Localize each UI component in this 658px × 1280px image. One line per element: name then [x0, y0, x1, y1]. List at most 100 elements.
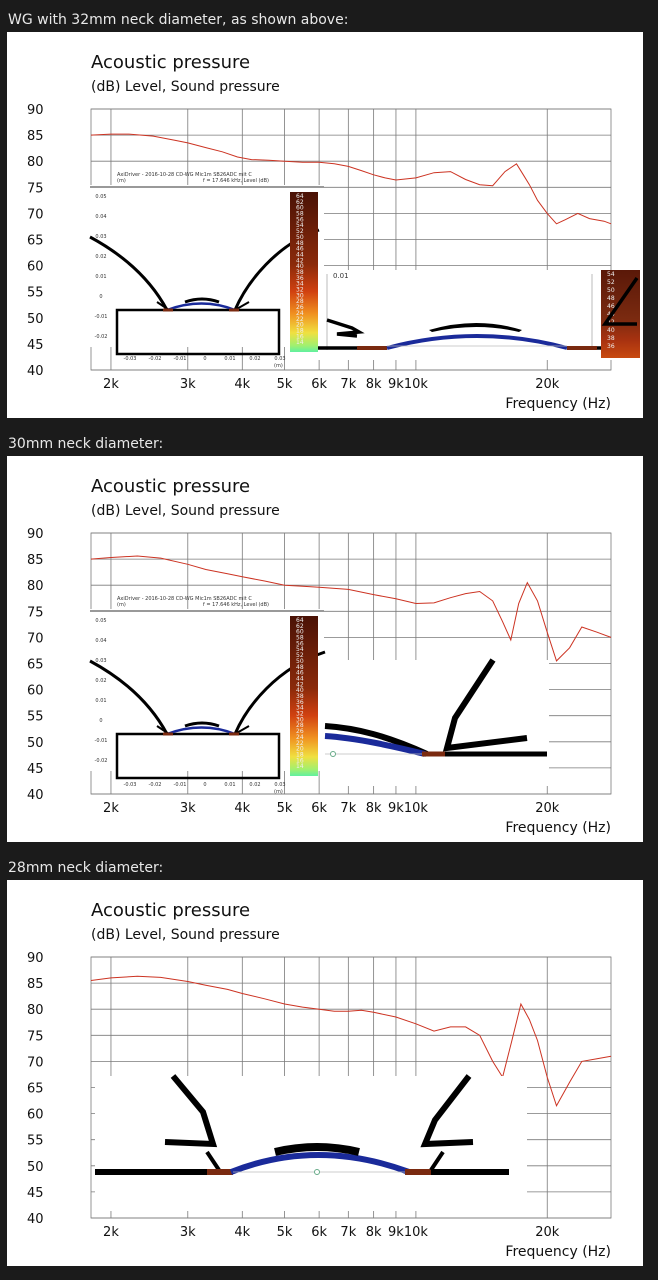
inset-y-tick: 0.04: [95, 214, 106, 220]
zoom-dome: [386, 334, 568, 350]
x-tick-label: 2k: [103, 377, 119, 392]
inset-y-tick: -0.02: [95, 334, 108, 340]
inset-x-tick: -0.02: [149, 782, 162, 788]
x-tick-label: 7k: [340, 801, 356, 816]
x-tick-label: 6k: [311, 1225, 327, 1240]
y-tick-label: 65: [27, 1082, 44, 1097]
colorbar-tick: 30: [296, 292, 304, 299]
colorbar-tick: 22: [296, 740, 304, 747]
colorbar-tick: 38: [607, 335, 615, 342]
waveguide-left-wall: [89, 235, 169, 311]
zoom-phase-plug: [274, 1143, 360, 1156]
y-tick-label: 65: [27, 234, 44, 249]
inset-x-tick: -0.01: [174, 782, 187, 788]
inset-y-tick: 0: [99, 294, 102, 300]
colorbar-tick: 40: [607, 327, 615, 334]
inset-y-tick: 0.02: [95, 678, 106, 684]
colorbar-tick: 24: [296, 310, 304, 317]
dome: [166, 302, 236, 312]
neck-zoom-inset: [95, 1074, 527, 1211]
colorbar-tick: 60: [296, 205, 304, 212]
colorbar-tick: 46: [296, 246, 304, 253]
chart-svg: Acoustic pressure (dB) Level, Sound pres…: [27, 476, 612, 836]
y-tick-label: 85: [27, 129, 44, 144]
inset-x-tick: 0: [203, 782, 206, 788]
chart-svg: Acoustic pressure (dB) Level, Sound pres…: [27, 52, 640, 412]
inset-x-tick: -0.03: [124, 782, 137, 788]
series-line: [90, 555, 612, 662]
driver-box: [115, 308, 281, 356]
x-tick-labels: 2k 3k 4k 5k 6k 7k 8k 9k 10k 20k: [103, 801, 560, 816]
inset-background: [90, 185, 324, 347]
colorbar-tick: 54: [296, 222, 304, 229]
colorbar-tick: 64: [296, 617, 304, 624]
zoom-background: [318, 270, 640, 360]
chart-title: Acoustic pressure: [91, 900, 250, 921]
inset-unit-x: (m): [274, 363, 283, 369]
chart-subtitle: (dB) Level, Sound pressure: [91, 927, 280, 943]
colorbar-tick: 20: [296, 746, 304, 753]
zoom-phase-plug: [429, 323, 522, 332]
x-tick-label: 10k: [404, 377, 429, 392]
x-tick-labels: 2k 3k 4k 5k 6k 7k 8k 9k 10k 20k: [103, 1225, 560, 1240]
y-tick-labels: 90 85 80 75 70 65 60 55 50 45 40: [27, 527, 44, 803]
y-tick-label: 90: [27, 951, 44, 966]
y-tick-label: 50: [27, 312, 44, 327]
y-tick-labels: 90 85 80 75 70 65 60 55 50 45 40: [27, 951, 44, 1227]
colorbar-tick: 28: [296, 298, 304, 305]
y-tick-label: 60: [27, 260, 44, 275]
colorbar-tick: 56: [296, 640, 304, 647]
caption: WG with 32mm neck diameter, as shown abo…: [8, 12, 349, 28]
chart-title: Acoustic pressure: [91, 476, 250, 497]
y-tick-label: 65: [27, 658, 44, 673]
x-tick-label: 5k: [277, 1225, 293, 1240]
series-line: [90, 133, 612, 225]
x-tick-label: 9k: [388, 801, 404, 816]
neck-zoom-inset: [323, 658, 549, 786]
inset-unit-y: (m): [117, 178, 126, 184]
colorbar-tick: 16: [296, 333, 304, 340]
inset-y-tick: 0.01: [95, 698, 106, 704]
x-tick-label: 20k: [535, 801, 560, 816]
inset-y-tick: 0.02: [95, 254, 106, 260]
colorbar-tick: 50: [296, 658, 304, 665]
x-tick-label: 8k: [366, 801, 382, 816]
inset-y-tick: 0.04: [95, 638, 106, 644]
colorbar-tick: 52: [607, 279, 615, 286]
zoom-left-wall: [164, 1074, 218, 1148]
y-tick-label: 45: [27, 338, 44, 353]
x-tick-label: 2k: [103, 801, 119, 816]
colorbar-tick: 32: [296, 287, 304, 294]
x-axis-label: Frequency (Hz): [505, 820, 611, 836]
colorbar-tick: 48: [296, 240, 304, 247]
x-tick-label: 5k: [277, 377, 293, 392]
series-line-layer: [90, 555, 612, 662]
x-tick-label: 8k: [366, 1225, 382, 1240]
colorbar-tick: 62: [296, 199, 304, 206]
y-tick-label: 70: [27, 207, 44, 222]
y-tick-label: 55: [27, 1134, 44, 1149]
inset-x-tick: 0.02: [249, 782, 260, 788]
colorbar-tick: 18: [296, 751, 304, 758]
colorbar-tick: 50: [607, 287, 615, 294]
colorbar-gradient: [290, 192, 318, 352]
x-tick-label: 3k: [180, 801, 196, 816]
x-axis-label: Frequency (Hz): [505, 396, 611, 412]
inset-subtitle: f = 17.646 kHz, Level (dB): [203, 602, 269, 608]
x-tick-label: 3k: [180, 1225, 196, 1240]
inset-x-tick: -0.03: [124, 356, 137, 362]
series-line-layer: [90, 133, 612, 225]
y-tick-label: 70: [27, 631, 44, 646]
colorbar-tick: 24: [296, 734, 304, 741]
inset-x-tick: 0.02: [249, 356, 260, 362]
inset-y-ticks: 0.05 0.04 0.03 0.02 0.01 0 -0.01 -0.02: [95, 194, 108, 340]
y-tick-label: 90: [27, 527, 44, 542]
inset-subtitle: f = 17.646 kHz, Level (dB): [203, 178, 269, 184]
x-tick-label: 3k: [180, 377, 196, 392]
inset-y-tick: -0.02: [95, 758, 108, 764]
x-tick-label: 20k: [535, 1225, 560, 1240]
y-tick-label: 90: [27, 103, 44, 118]
y-tick-label: 40: [27, 788, 44, 803]
colorbar-tick: 48: [296, 664, 304, 671]
y-tick-label: 60: [27, 684, 44, 699]
